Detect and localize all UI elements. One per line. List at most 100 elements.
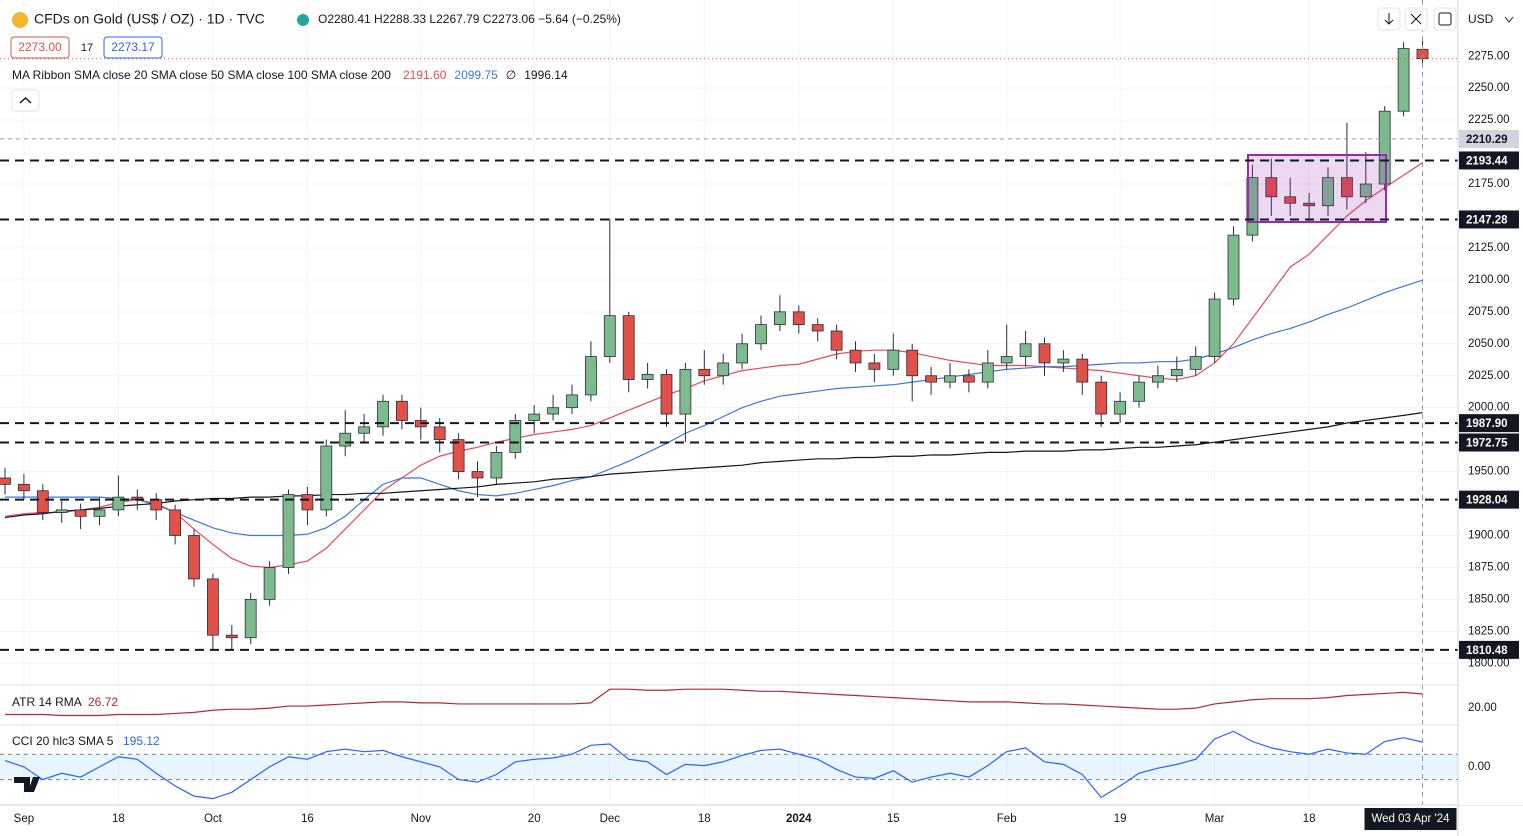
candle-body bbox=[320, 445, 333, 511]
candle-body bbox=[1152, 375, 1164, 383]
candle-body bbox=[717, 362, 730, 377]
ma-value: 2191.60 bbox=[403, 68, 447, 82]
candle-body bbox=[1170, 368, 1183, 377]
currency[interactable]: USD bbox=[1468, 12, 1494, 26]
x-tick-label: Feb bbox=[997, 813, 1017, 825]
candle-body bbox=[225, 634, 238, 639]
candle-body bbox=[112, 496, 125, 511]
candle-body bbox=[1359, 183, 1372, 198]
candle-body bbox=[849, 349, 862, 364]
bid-badge[interactable] bbox=[10, 36, 70, 59]
x-tick-label: 16 bbox=[301, 813, 314, 825]
candle-body bbox=[755, 324, 767, 345]
candle-body bbox=[1189, 356, 1202, 370]
candle-body bbox=[792, 311, 805, 326]
candle-body bbox=[377, 400, 389, 428]
candle-body bbox=[944, 375, 956, 383]
candle-body bbox=[1378, 110, 1391, 185]
x-tick-label: 19 bbox=[1114, 813, 1127, 825]
ma-value: 2099.75 bbox=[454, 68, 498, 82]
level-label: 1987.90 bbox=[1466, 418, 1508, 430]
crosshair-badge bbox=[1364, 808, 1457, 830]
level-badge bbox=[1459, 490, 1519, 509]
x-tick-label: Nov bbox=[411, 813, 432, 825]
collapse-button[interactable] bbox=[11, 89, 40, 112]
market-status[interactable] bbox=[297, 14, 309, 26]
candle-body bbox=[1265, 177, 1278, 198]
candle-body bbox=[736, 343, 748, 364]
candle-body bbox=[206, 578, 219, 636]
candle-body bbox=[169, 509, 182, 536]
y-tick-label: 2100.00 bbox=[1468, 274, 1510, 286]
level-badge bbox=[1459, 151, 1519, 170]
icon bbox=[1384, 13, 1394, 25]
candle-body bbox=[1076, 358, 1089, 383]
cci-legend: CCI 20 hlc3 SMA 5 bbox=[12, 734, 114, 748]
ma-line bbox=[4, 412, 1423, 519]
candle-body bbox=[433, 426, 446, 441]
candle-body bbox=[1246, 177, 1259, 236]
ma-values: 2191.60 2099.75 ∅ 1996.14 bbox=[403, 68, 568, 82]
candle-body bbox=[36, 490, 49, 513]
axis-labels: Sep 18 Oct 16 Nov 20 Dec 18 2024 15 Feb 19 Mar 18 2275… bbox=[14, 50, 1519, 830]
button[interactable] bbox=[1433, 7, 1457, 31]
candle-body bbox=[1341, 177, 1353, 198]
ask-badge[interactable] bbox=[103, 36, 163, 59]
ma-line bbox=[4, 162, 1423, 569]
icon bbox=[1438, 12, 1452, 26]
candle-body bbox=[282, 494, 295, 568]
foreground bbox=[0, 0, 1458, 805]
icon bbox=[1410, 13, 1422, 25]
candle-body bbox=[1227, 234, 1240, 300]
candle-body bbox=[603, 315, 616, 357]
plot bbox=[0, 39, 1458, 800]
symbol-icon bbox=[12, 12, 28, 28]
candle-body bbox=[0, 477, 11, 485]
candle-body bbox=[263, 567, 276, 600]
candle-body bbox=[17, 483, 30, 492]
candle-body bbox=[339, 432, 352, 447]
ma-line bbox=[5, 279, 1423, 537]
collapse-icon bbox=[19, 96, 32, 104]
y-tick-label: 1825.00 bbox=[1468, 625, 1510, 637]
y-tick-label: 2000.00 bbox=[1468, 402, 1510, 414]
candle-body bbox=[188, 535, 200, 580]
candle-body bbox=[1322, 177, 1334, 207]
y-tick-label: 2250.00 bbox=[1468, 82, 1510, 94]
candle-body bbox=[1208, 298, 1221, 357]
candle-body bbox=[906, 349, 919, 377]
candle-body bbox=[679, 368, 692, 415]
y-tick-label: 2025.00 bbox=[1468, 370, 1510, 382]
candle-body bbox=[811, 324, 824, 332]
y-tick-label: 1850.00 bbox=[1468, 593, 1510, 605]
cci-line bbox=[4, 730, 1423, 800]
candle-body bbox=[963, 375, 975, 383]
candle-body bbox=[93, 509, 106, 517]
candle-body bbox=[868, 362, 881, 370]
range-box bbox=[1247, 154, 1387, 223]
candle-body bbox=[528, 413, 541, 421]
candle-body bbox=[244, 598, 257, 639]
cci-value: 195.12 bbox=[123, 734, 160, 748]
candle-body bbox=[1303, 202, 1315, 207]
candle-body bbox=[1038, 343, 1051, 364]
atr-line bbox=[5, 688, 1423, 717]
candle-body bbox=[55, 509, 68, 513]
x-tick-label: 2024 bbox=[786, 813, 812, 825]
candle-body bbox=[660, 374, 673, 415]
candle-body bbox=[830, 330, 843, 351]
y-tick-label: 0.00 bbox=[1468, 761, 1490, 773]
ref-badge bbox=[1459, 129, 1519, 148]
level-badge bbox=[1459, 433, 1519, 452]
x-tick-label: 18 bbox=[698, 813, 711, 825]
atr-legend: ATR 14 RMA bbox=[12, 695, 82, 709]
candle-body bbox=[1000, 356, 1013, 364]
level-label: 2147.28 bbox=[1466, 214, 1508, 226]
x-tick-label: Mar bbox=[1205, 813, 1225, 825]
candle-body bbox=[981, 362, 994, 383]
x-tick-label: 18 bbox=[1303, 813, 1316, 825]
candle-body bbox=[1397, 48, 1410, 112]
y-tick-label: 1900.00 bbox=[1468, 530, 1510, 542]
y-tick-label: 1800.00 bbox=[1468, 657, 1510, 669]
